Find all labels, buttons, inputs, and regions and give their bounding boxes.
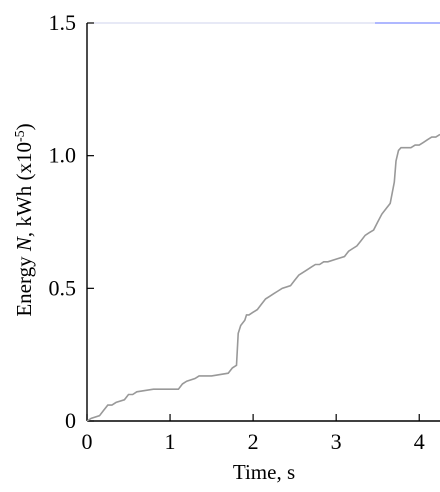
y-axis-title-exponent: -5 xyxy=(13,130,28,142)
y-tick-label: 1.0 xyxy=(49,143,77,168)
y-axis-title: Energy N, kWh (x10-5) xyxy=(12,123,36,316)
y-axis-title-close: ) xyxy=(12,123,36,130)
x-ticks: 0 1 2 3 4 xyxy=(82,414,425,454)
x-tick-label: 4 xyxy=(414,429,425,454)
y-tick-label: 0.5 xyxy=(49,275,77,300)
y-ticks: 0 0.5 1.0 1.5 xyxy=(49,10,94,433)
x-tick-label: 2 xyxy=(248,429,259,454)
x-tick-label: 0 xyxy=(82,429,93,454)
y-axis-title-variable: N xyxy=(12,236,36,252)
x-tick-label: 1 xyxy=(165,429,176,454)
x-tick-label: 3 xyxy=(331,429,342,454)
x-axis-title: Time, s xyxy=(233,460,295,484)
series-line xyxy=(86,133,440,422)
y-tick-label: 1.5 xyxy=(49,10,77,35)
y-axis-title-unit: , kWh (x10 xyxy=(12,142,36,237)
y-tick-label: 0 xyxy=(65,408,76,433)
y-axis-title-prefix: Energy xyxy=(12,251,36,317)
